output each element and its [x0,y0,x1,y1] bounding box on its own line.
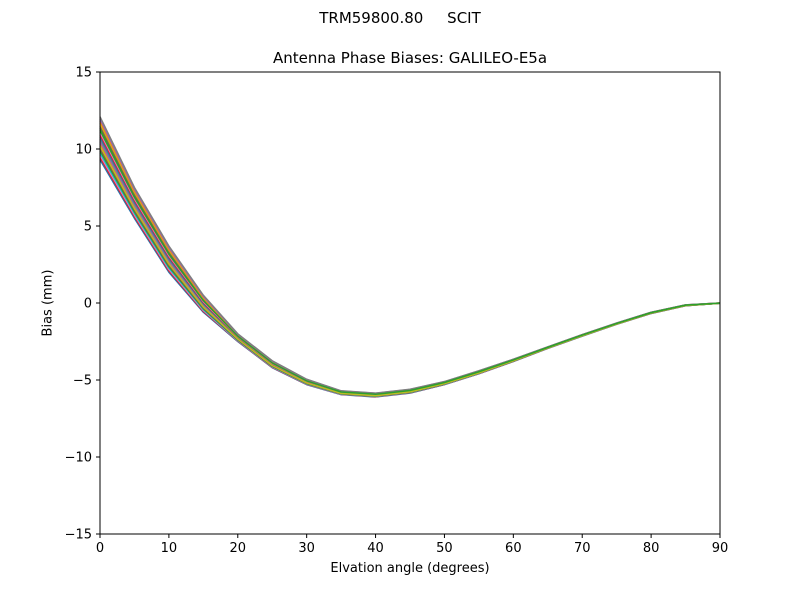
series-line [99,143,721,397]
series-line [99,118,721,395]
y-tick-label: −10 [65,451,92,466]
series-layer [99,116,721,398]
chart-title: Antenna Phase Biases: GALILEO-E5a [272,49,548,67]
x-tick-label: 20 [230,541,247,556]
axes-frame [99,71,721,535]
series-line [99,125,721,395]
series-line [99,138,721,396]
x-tick-label: 60 [505,541,522,556]
series-line [99,154,721,398]
series-line [99,159,721,398]
x-tick-label: 70 [574,541,591,556]
series-line [99,157,721,398]
x-axis-label: Elvation angle (degrees) [330,561,490,576]
series-line [99,148,721,397]
y-tick-label: 5 [84,220,92,235]
series-line [99,123,721,395]
y-tick-label: 0 [84,297,92,312]
series-line [99,152,721,398]
series-line [99,120,721,395]
series-line [99,127,721,395]
x-tick-label: 10 [161,541,178,556]
x-tick-label: 80 [643,541,660,556]
x-tick-label: 40 [367,541,384,556]
x-tick-label: 0 [96,541,104,556]
series-line [99,141,721,397]
x-axis-ticks: 0 10 20 30 40 50 60 70 80 90 [96,534,728,556]
y-tick-label: −15 [65,528,92,543]
series-line [99,136,721,396]
figure-suptitle: TRM59800.80 SCIT [319,9,481,27]
series-line [99,132,721,396]
y-tick-label: 15 [75,66,92,81]
x-tick-label: 50 [436,541,453,556]
series-line [99,116,721,394]
y-tick-label: −5 [73,374,92,389]
series-line [99,134,721,396]
x-tick-label: 30 [298,541,315,556]
y-axis-label: Bias (mm) [40,269,56,337]
series-line [99,150,721,397]
series-line [99,129,721,396]
y-axis-ticks: −15 −10 −5 0 5 10 15 [65,66,100,543]
x-tick-label: 90 [712,541,729,556]
series-line [99,145,721,397]
y-tick-label: 10 [75,143,92,158]
